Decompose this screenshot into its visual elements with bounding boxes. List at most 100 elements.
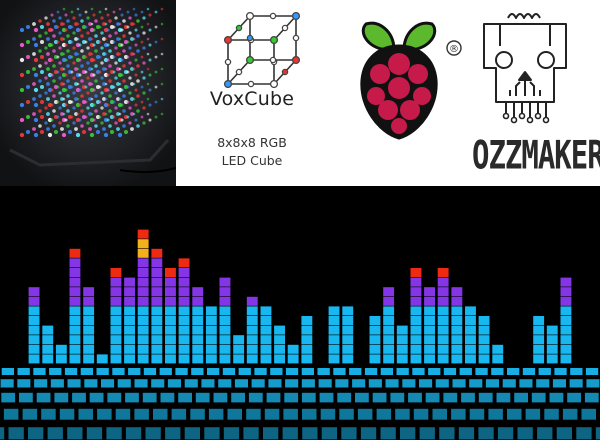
eq-floor-tile bbox=[419, 427, 435, 440]
eq-segment bbox=[151, 335, 163, 345]
eq-segment bbox=[151, 316, 163, 325]
eq-floor-tile bbox=[160, 392, 175, 403]
eq-segment bbox=[233, 354, 245, 364]
eq-segment bbox=[383, 316, 395, 325]
eq-segment bbox=[192, 316, 204, 325]
eq-segment bbox=[96, 354, 108, 364]
eq-floor-tile bbox=[248, 392, 263, 403]
eq-segment bbox=[137, 316, 149, 325]
eq-segment bbox=[560, 344, 572, 354]
eq-segment bbox=[533, 354, 545, 364]
eq-segment bbox=[410, 316, 422, 325]
eq-segment bbox=[437, 344, 449, 354]
eq-segment bbox=[219, 325, 231, 335]
eq-segment bbox=[410, 296, 422, 306]
eq-segment bbox=[451, 325, 463, 335]
eq-floor-tile bbox=[443, 368, 457, 375]
eq-segment bbox=[69, 354, 81, 364]
led-cube-photo bbox=[0, 0, 176, 186]
eq-floor-tile bbox=[413, 408, 429, 420]
eq-segment bbox=[69, 287, 81, 297]
eq-segment bbox=[28, 287, 40, 297]
eq-segment bbox=[233, 335, 245, 345]
eq-segment bbox=[424, 287, 435, 297]
eq-segment bbox=[42, 344, 54, 354]
eq-floor-tile bbox=[333, 368, 346, 375]
eq-segment bbox=[110, 268, 122, 277]
eq-segment bbox=[124, 287, 135, 297]
eq-floor-tile bbox=[556, 427, 572, 440]
eq-floor-tile bbox=[282, 427, 298, 440]
eq-segment bbox=[478, 335, 490, 345]
eq-segment bbox=[69, 296, 81, 306]
eq-floor-tile bbox=[72, 392, 86, 403]
eq-floor-tile bbox=[59, 408, 75, 420]
eq-segment bbox=[205, 354, 217, 364]
eq-segment bbox=[205, 335, 217, 345]
eq-floor-tile bbox=[380, 368, 393, 375]
eq-floor-tile bbox=[167, 379, 181, 388]
eq-floor-tile bbox=[485, 379, 499, 388]
eq-floor-tile bbox=[390, 392, 405, 403]
eq-floor-tile bbox=[301, 368, 314, 375]
eq-segment bbox=[328, 306, 340, 316]
eq-segment bbox=[178, 316, 190, 325]
eq-segment bbox=[383, 306, 395, 316]
eq-floor-tile bbox=[488, 408, 503, 420]
eq-floor-tile bbox=[3, 408, 19, 420]
eq-segment bbox=[83, 335, 95, 345]
eq-floor-tile bbox=[536, 379, 550, 388]
voxcube-title: VoxCube bbox=[209, 88, 295, 110]
eq-floor-tile bbox=[337, 392, 352, 403]
eq-floor-tile bbox=[469, 379, 483, 388]
eq-segment bbox=[137, 248, 149, 258]
eq-segment bbox=[260, 335, 272, 345]
eq-floor-tile bbox=[78, 408, 93, 420]
eq-segment bbox=[110, 354, 122, 364]
eq-segment bbox=[205, 306, 217, 316]
eq-segment bbox=[451, 316, 463, 325]
eq-segment bbox=[437, 268, 449, 277]
eq-floor-tile bbox=[458, 427, 475, 440]
eq-segment bbox=[546, 354, 558, 364]
eq-segment bbox=[560, 287, 572, 297]
eq-segment bbox=[396, 344, 408, 354]
eq-floor-tile bbox=[452, 379, 466, 388]
eq-segment bbox=[178, 277, 190, 287]
eq-segment bbox=[219, 344, 231, 354]
eq-segment bbox=[219, 335, 231, 345]
eq-segment bbox=[437, 296, 449, 306]
eq-segment bbox=[383, 335, 395, 345]
eq-segment bbox=[342, 354, 354, 364]
eq-floor-tile bbox=[502, 379, 516, 388]
eq-segment bbox=[533, 335, 545, 345]
eq-floor-tile bbox=[107, 392, 122, 403]
eq-segment bbox=[69, 277, 81, 287]
eq-segment bbox=[424, 344, 435, 354]
eq-floor-tile bbox=[254, 368, 267, 375]
eq-segment bbox=[260, 344, 272, 354]
eq-segment bbox=[205, 316, 217, 325]
eq-segment bbox=[69, 268, 81, 277]
eq-floor-tile bbox=[335, 379, 349, 388]
eq-segment bbox=[465, 306, 476, 316]
eq-floor-tile bbox=[321, 427, 337, 440]
eq-segment bbox=[124, 325, 135, 335]
eq-segment bbox=[328, 316, 340, 325]
eq-floor-tile bbox=[562, 408, 578, 420]
eq-segment bbox=[342, 306, 354, 316]
eq-segment bbox=[424, 335, 435, 345]
equalizer-visual bbox=[0, 186, 600, 440]
eq-segment bbox=[560, 354, 572, 364]
eq-segment bbox=[424, 306, 435, 316]
eq-floor-tile bbox=[175, 368, 188, 375]
eq-segment bbox=[110, 335, 122, 345]
eq-floor-tile bbox=[301, 379, 315, 388]
eq-segment bbox=[410, 335, 422, 345]
eq-floor-tile bbox=[17, 368, 30, 375]
eq-segment bbox=[165, 296, 176, 306]
eq-segment bbox=[110, 277, 122, 287]
eq-segment bbox=[369, 316, 381, 325]
eq-segment bbox=[137, 229, 149, 239]
eq-segment bbox=[28, 354, 40, 364]
